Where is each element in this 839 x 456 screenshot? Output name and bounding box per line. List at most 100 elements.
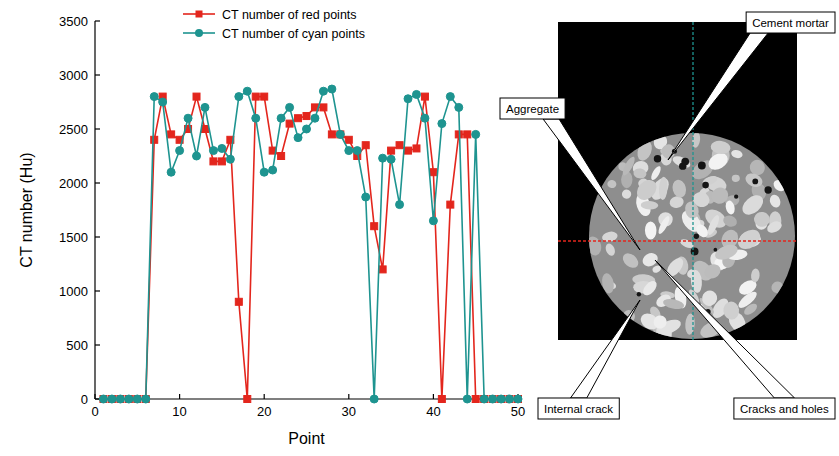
marker xyxy=(320,104,327,111)
marker xyxy=(167,168,175,176)
y-tick xyxy=(95,344,100,345)
ct-aggregate xyxy=(769,279,785,295)
x-tick xyxy=(264,394,265,399)
ct-hole xyxy=(637,292,641,296)
annotation: Internal crack xyxy=(544,403,613,415)
marker xyxy=(430,169,437,176)
chart: 010203040500500100015002000250030003500P… xyxy=(0,0,839,456)
marker xyxy=(294,134,302,142)
y-tick-label: 0 xyxy=(81,392,88,407)
red-scan-line xyxy=(558,240,797,241)
ct-hole xyxy=(679,162,686,169)
callout-pointer xyxy=(543,119,640,250)
marker xyxy=(244,396,251,403)
marker xyxy=(117,396,124,403)
ct-aggregate xyxy=(710,140,731,155)
ct-aggregate xyxy=(722,301,740,321)
ct-aggregate xyxy=(743,171,764,190)
ct-aggregate xyxy=(730,149,743,160)
ct-aggregate xyxy=(620,155,637,177)
ct-aggregate xyxy=(641,279,660,298)
ct-hole xyxy=(654,155,661,162)
ct-aggregate xyxy=(699,288,720,309)
ct-aggregate xyxy=(732,174,741,182)
callout-pointer xyxy=(655,260,795,398)
ct-aggregate xyxy=(768,193,782,209)
marker xyxy=(142,395,150,403)
y-tick xyxy=(95,74,100,75)
ct-specimen xyxy=(589,133,795,339)
marker xyxy=(151,136,158,143)
ct-aggregate xyxy=(694,222,711,239)
marker xyxy=(514,395,522,403)
ct-aggregate xyxy=(709,185,732,207)
ct-aggregate xyxy=(750,268,760,283)
y-tick xyxy=(95,236,100,237)
marker xyxy=(269,166,277,174)
ct-aggregate xyxy=(635,139,655,163)
marker xyxy=(413,145,420,152)
marker xyxy=(142,396,149,403)
x-axis-line xyxy=(95,398,518,399)
marker xyxy=(345,147,353,155)
legend-marker xyxy=(196,11,203,18)
cyan-scan-line xyxy=(692,22,693,340)
marker xyxy=(438,396,445,403)
ct-aggregate xyxy=(685,313,696,335)
marker xyxy=(235,298,242,305)
marker xyxy=(345,136,352,143)
ct-aggregate xyxy=(604,242,617,257)
x-tick-label: 30 xyxy=(342,404,356,419)
callout: Cracks and holes xyxy=(655,260,835,419)
ct-aggregate xyxy=(584,235,603,257)
marker xyxy=(303,113,310,120)
marker xyxy=(447,201,454,208)
marker xyxy=(193,152,201,160)
y-tick-label: 2500 xyxy=(59,122,88,137)
ct-hole xyxy=(752,179,758,185)
marker xyxy=(243,87,251,95)
marker xyxy=(125,396,132,403)
y-tick xyxy=(95,182,100,183)
ct-hole xyxy=(702,182,709,189)
marker xyxy=(261,93,268,100)
y-tick-label: 2000 xyxy=(59,176,88,191)
x-tick xyxy=(433,394,434,399)
ct-aggregate xyxy=(657,215,672,236)
y-tick-label: 1000 xyxy=(59,284,88,299)
marker xyxy=(184,114,192,122)
callout: Internal crack xyxy=(538,300,640,419)
x-tick-label: 50 xyxy=(511,404,525,419)
marker xyxy=(235,93,243,101)
marker xyxy=(429,217,437,225)
ct-aggregate xyxy=(645,221,657,239)
callout-box xyxy=(500,98,565,119)
marker xyxy=(218,158,225,165)
ct-aggregate xyxy=(649,165,662,182)
marker xyxy=(379,154,387,162)
marker xyxy=(252,114,260,122)
legend: CT number of red pointsCT number of cyan… xyxy=(183,8,365,41)
x-tick-label: 0 xyxy=(91,404,98,419)
y-axis-line xyxy=(94,21,95,399)
marker xyxy=(353,147,361,155)
ct-aggregate xyxy=(713,242,740,263)
marker xyxy=(159,98,167,106)
ct-aggregate xyxy=(620,250,641,270)
marker xyxy=(412,90,420,98)
callout-box xyxy=(734,398,835,419)
ct-aggregate xyxy=(633,168,647,180)
ct-aggregate xyxy=(753,211,771,228)
marker xyxy=(278,153,285,160)
series-line xyxy=(103,97,518,399)
marker xyxy=(480,395,488,403)
marker xyxy=(260,168,268,176)
ct-hole xyxy=(691,248,699,256)
marker xyxy=(396,142,403,149)
marker xyxy=(387,155,395,163)
callout-box xyxy=(746,12,835,33)
ct-aggregate xyxy=(669,195,685,209)
ct-hole xyxy=(694,234,699,239)
marker xyxy=(463,395,471,403)
marker xyxy=(328,85,336,93)
